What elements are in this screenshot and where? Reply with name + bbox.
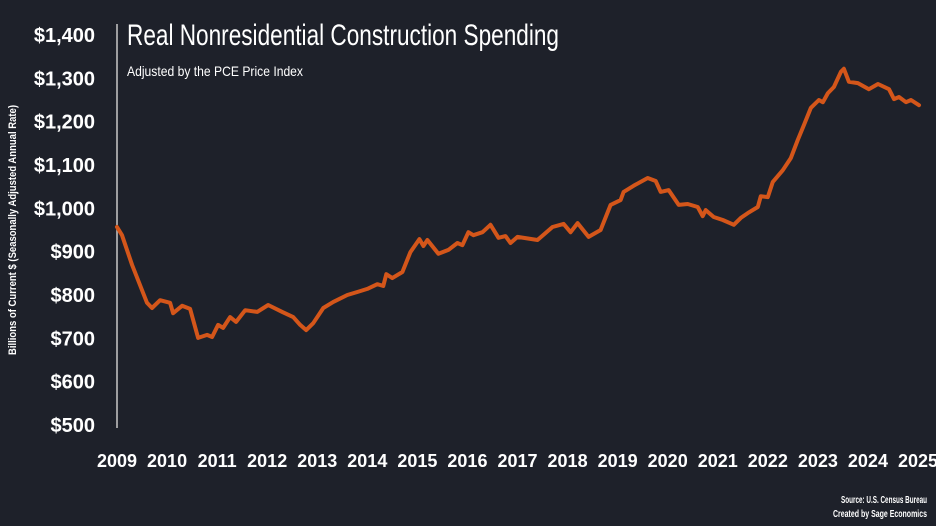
y-tick-label: $1,400 <box>34 25 95 47</box>
y-tick-label: $1,000 <box>34 198 95 220</box>
y-axis-label: Billions of Current $ (Seasonally Adjust… <box>7 105 19 355</box>
credit-note: Created by Sage Economics <box>833 509 927 520</box>
y-tick-label: $1,200 <box>34 112 95 134</box>
x-tick-label: 2009 <box>97 451 137 471</box>
y-tick-label: $500 <box>51 415 96 437</box>
x-tick-label: 2014 <box>347 451 387 471</box>
y-tick-label: $900 <box>51 242 96 264</box>
x-tick-label: 2012 <box>247 451 287 471</box>
y-tick-label: $1,300 <box>34 68 95 90</box>
y-tick-label: $1,100 <box>34 155 95 177</box>
x-tick-label: 2020 <box>648 451 688 471</box>
x-tick-label: 2022 <box>748 451 788 471</box>
x-tick-label: 2015 <box>397 451 437 471</box>
x-tick-label: 2011 <box>198 451 237 471</box>
x-tick-label: 2016 <box>447 451 487 471</box>
x-tick-label: 2019 <box>598 451 638 471</box>
y-tick-label: $600 <box>51 372 96 394</box>
source-note: Source: U.S. Census Bureau <box>841 495 927 506</box>
x-tick-label: 2023 <box>798 451 838 471</box>
x-tick-label: 2018 <box>548 451 588 471</box>
x-tick-label: 2017 <box>497 451 537 471</box>
series-line <box>115 66 921 340</box>
x-tick-label: 2021 <box>698 451 738 471</box>
chart-title: Real Nonresidential Construction Spendin… <box>127 19 559 52</box>
x-tick-label: 2010 <box>147 451 187 471</box>
y-tick-label: $800 <box>51 285 96 307</box>
y-tick-labels: $500 $600 $700 $800 $900 $1,000 $1,100 $1,200 $1… <box>34 25 95 437</box>
x-tick-label: 2013 <box>297 451 337 471</box>
chart-subtitle: Adjusted by the PCE Price Index <box>127 63 303 79</box>
x-tick-label: 2024 <box>848 451 888 471</box>
y-tick-label: $700 <box>51 328 96 350</box>
x-tick-labels: 2009 2010 2011 2012 2013 2014 2015 2016 2017 2018… <box>97 451 936 471</box>
x-tick-label: 2025 <box>898 451 936 471</box>
